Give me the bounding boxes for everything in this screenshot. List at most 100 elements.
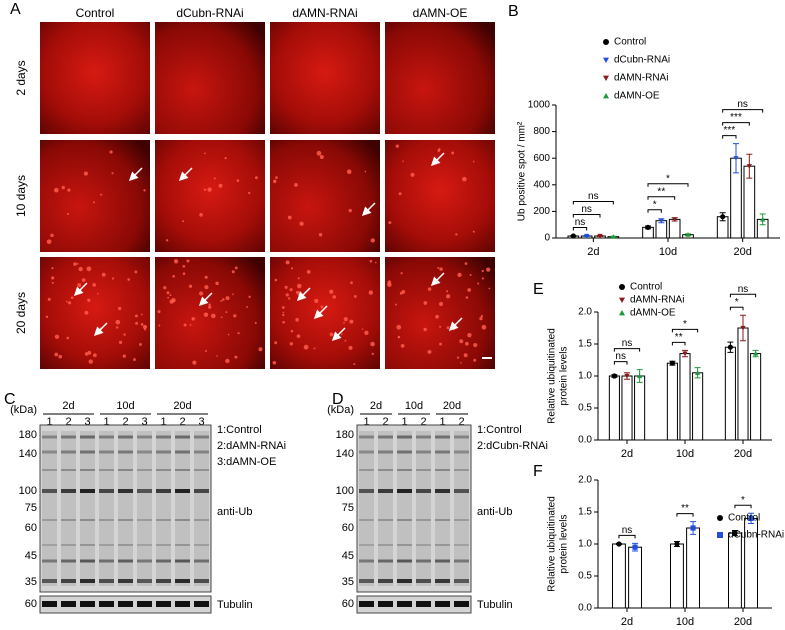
x-tick-label: 10d	[676, 448, 694, 460]
ub-spot	[111, 277, 115, 280]
ub-spot	[215, 281, 219, 286]
ub-spot	[222, 298, 225, 301]
ub-spot	[343, 322, 345, 324]
ub-spot	[87, 298, 91, 302]
lane-label: 1	[103, 416, 109, 428]
ub-spot	[463, 353, 468, 358]
band	[416, 559, 431, 563]
legend-marker	[603, 75, 609, 81]
ub-spot	[289, 342, 294, 346]
lane-label: 2	[458, 416, 464, 428]
ub-spot	[188, 284, 193, 288]
ub-spot	[115, 319, 121, 325]
ub-spot	[67, 188, 71, 192]
band	[378, 601, 393, 607]
ub-spot	[364, 330, 369, 336]
ub-spot	[134, 314, 138, 318]
significance-bracket	[671, 328, 699, 333]
kda-marker: 60	[25, 598, 37, 610]
micrograph	[40, 22, 150, 134]
lane-label: 1	[439, 416, 445, 428]
significance-label: *	[683, 319, 687, 330]
arrow	[178, 167, 193, 182]
y-tick-label: 1.0	[578, 539, 592, 550]
lane-label: 1	[363, 416, 369, 428]
ub-spot	[402, 160, 404, 162]
kda-marker: 100	[336, 485, 354, 497]
ub-spot	[329, 332, 334, 337]
ub-spot	[100, 193, 103, 196]
y-tick-label: 600	[533, 153, 550, 164]
band	[194, 450, 209, 454]
band	[359, 489, 374, 493]
band	[99, 435, 114, 439]
ub-spot	[143, 328, 147, 331]
ub-spot	[211, 313, 216, 319]
lane-label: 3	[84, 416, 90, 428]
ub-spot	[141, 313, 143, 316]
significance-label: ns	[581, 204, 592, 215]
band	[61, 579, 76, 583]
significance-label: **	[657, 186, 665, 197]
ub-spot	[140, 323, 144, 326]
y-axis-label: Relative ubiquitinated	[547, 328, 558, 424]
band	[137, 544, 152, 546]
ub-spot	[78, 266, 83, 272]
band	[175, 469, 190, 471]
kda-marker: 140	[336, 448, 354, 460]
band	[118, 601, 133, 607]
lane-label: 2	[179, 416, 185, 428]
ub-spot	[135, 321, 139, 325]
kda-marker: 75	[25, 502, 37, 514]
legend-marker	[717, 515, 723, 521]
mean-marker	[748, 515, 754, 521]
ub-spot	[398, 192, 402, 196]
band	[454, 469, 469, 471]
band	[378, 469, 393, 471]
ub-spot	[133, 358, 136, 362]
lane-label: 2	[382, 416, 388, 428]
band	[416, 601, 431, 607]
ub-spot	[84, 310, 89, 315]
ub-spot	[423, 327, 427, 332]
band	[378, 519, 393, 521]
ub-spot	[446, 326, 450, 330]
significance-bracket	[671, 341, 686, 346]
mean-marker	[740, 325, 746, 331]
band	[137, 435, 152, 439]
ub-spot	[289, 288, 293, 292]
band	[80, 579, 95, 583]
ub-spot	[248, 295, 251, 299]
ub-spot	[45, 315, 49, 319]
ub-spot	[66, 212, 70, 215]
significance-bracket	[613, 348, 641, 352]
y-tick-label: 2.0	[578, 307, 592, 318]
ub-spot	[455, 233, 458, 236]
band	[359, 601, 374, 607]
ub-spot	[282, 320, 285, 324]
antibody-label: anti-Ub	[477, 506, 512, 518]
ub-spot	[220, 300, 223, 302]
ub-spot	[51, 281, 54, 284]
lane-label: 3	[141, 416, 147, 428]
micrograph	[155, 22, 265, 134]
ub-spot	[225, 311, 228, 314]
ub-spot	[54, 334, 60, 339]
kda-label: (kDa)	[327, 404, 354, 416]
band	[378, 489, 393, 493]
band	[137, 450, 152, 454]
ub-spot	[296, 334, 301, 338]
band	[454, 559, 469, 563]
band	[61, 469, 76, 471]
band	[397, 559, 412, 563]
ub-spot	[204, 152, 206, 155]
ub-spot	[93, 201, 96, 204]
mean-marker	[674, 541, 680, 547]
lane-smear	[359, 431, 374, 586]
ub-spot	[169, 294, 172, 297]
ub-spot	[272, 179, 277, 184]
ub-spot	[439, 342, 442, 346]
band	[118, 519, 133, 521]
ub-spot	[457, 272, 462, 278]
